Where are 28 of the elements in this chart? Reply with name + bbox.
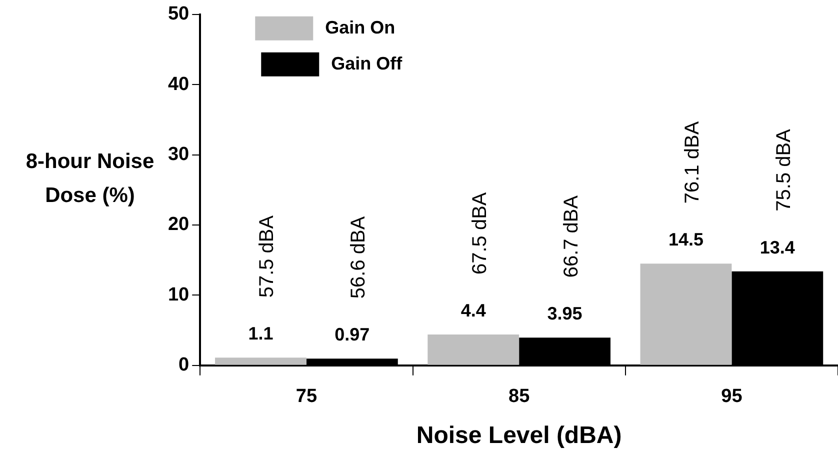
annotation: 57.5 dBA — [256, 214, 278, 298]
legend-label: Gain Off — [331, 53, 404, 74]
x-tick-label: 75 — [296, 386, 318, 408]
x-tick-label: 95 — [721, 386, 743, 408]
annotation: 67.5 dBA — [468, 192, 491, 275]
data-label: 4.4 — [460, 300, 486, 320]
legend-label: Gain On — [325, 17, 396, 38]
y-tick-label: 10 — [168, 284, 190, 306]
y-tick-label: 20 — [168, 214, 190, 236]
bar — [428, 334, 520, 365]
y-axis-title: 8-hour Noise Dose (%) — [25, 149, 155, 209]
data-label: 0.97 — [334, 324, 370, 345]
x-tick-label: 85 — [508, 386, 530, 408]
y-tick-label: 30 — [168, 144, 190, 166]
y-tick-label: 40 — [168, 74, 190, 95]
annotation: 66.7 dBA — [560, 194, 582, 278]
annotation: 76.1 dBA — [681, 120, 704, 204]
bar — [215, 358, 306, 365]
data-label: 14.5 — [668, 230, 704, 250]
data-label: 1.1 — [248, 324, 274, 344]
data-label: 13.4 — [760, 237, 795, 258]
y-tick-label: 50 — [168, 4, 190, 25]
y-tick-label: 0 — [178, 354, 190, 376]
annotation: 75.5 dBA — [772, 128, 795, 212]
data-label: 3.95 — [547, 304, 582, 324]
x-axis-title: Noise Level (dBA) — [416, 422, 622, 450]
bar — [640, 264, 732, 365]
annotation: 56.6 dBA — [348, 216, 370, 299]
